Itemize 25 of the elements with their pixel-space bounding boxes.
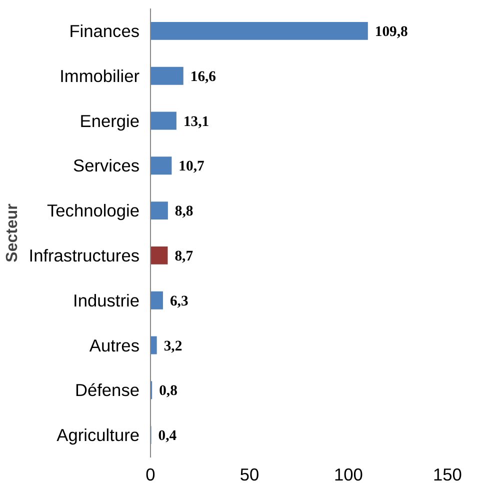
data-label: 109,8 [374, 24, 408, 40]
y-tick-label: Services [73, 156, 140, 176]
data-label: 13,1 [183, 114, 210, 130]
data-label: 8,8 [174, 204, 194, 220]
data-label: 8,7 [174, 248, 194, 264]
y-tick-label: Défense [74, 380, 140, 400]
data-label: 0,8 [159, 383, 178, 400]
y-tick-label: Technologie [47, 200, 140, 221]
data-label: 0,4 [158, 428, 178, 444]
y-tick-label: Industrie [73, 290, 140, 310]
data-label: 6,3 [170, 293, 188, 310]
data-label: 10,7 [178, 158, 204, 175]
data-label: 16,6 [190, 68, 216, 85]
x-tick-label: 100 [334, 464, 363, 483]
y-tick-label: Energie [80, 110, 140, 131]
data-label: 3,2 [164, 338, 182, 354]
y-tick-label: Autres [89, 335, 140, 356]
x-tick-label: 150 [433, 464, 462, 483]
x-tick-label: 0 [146, 464, 156, 483]
y-axis-title: Secteur [4, 204, 21, 262]
x-tick-label: 50 [240, 464, 260, 483]
y-tick-label: Finances [69, 20, 140, 41]
y-tick-label: Immobilier [60, 66, 140, 86]
y-tick-label: Agriculture [56, 425, 140, 446]
y-tick-label: Infrastructures [28, 245, 140, 266]
